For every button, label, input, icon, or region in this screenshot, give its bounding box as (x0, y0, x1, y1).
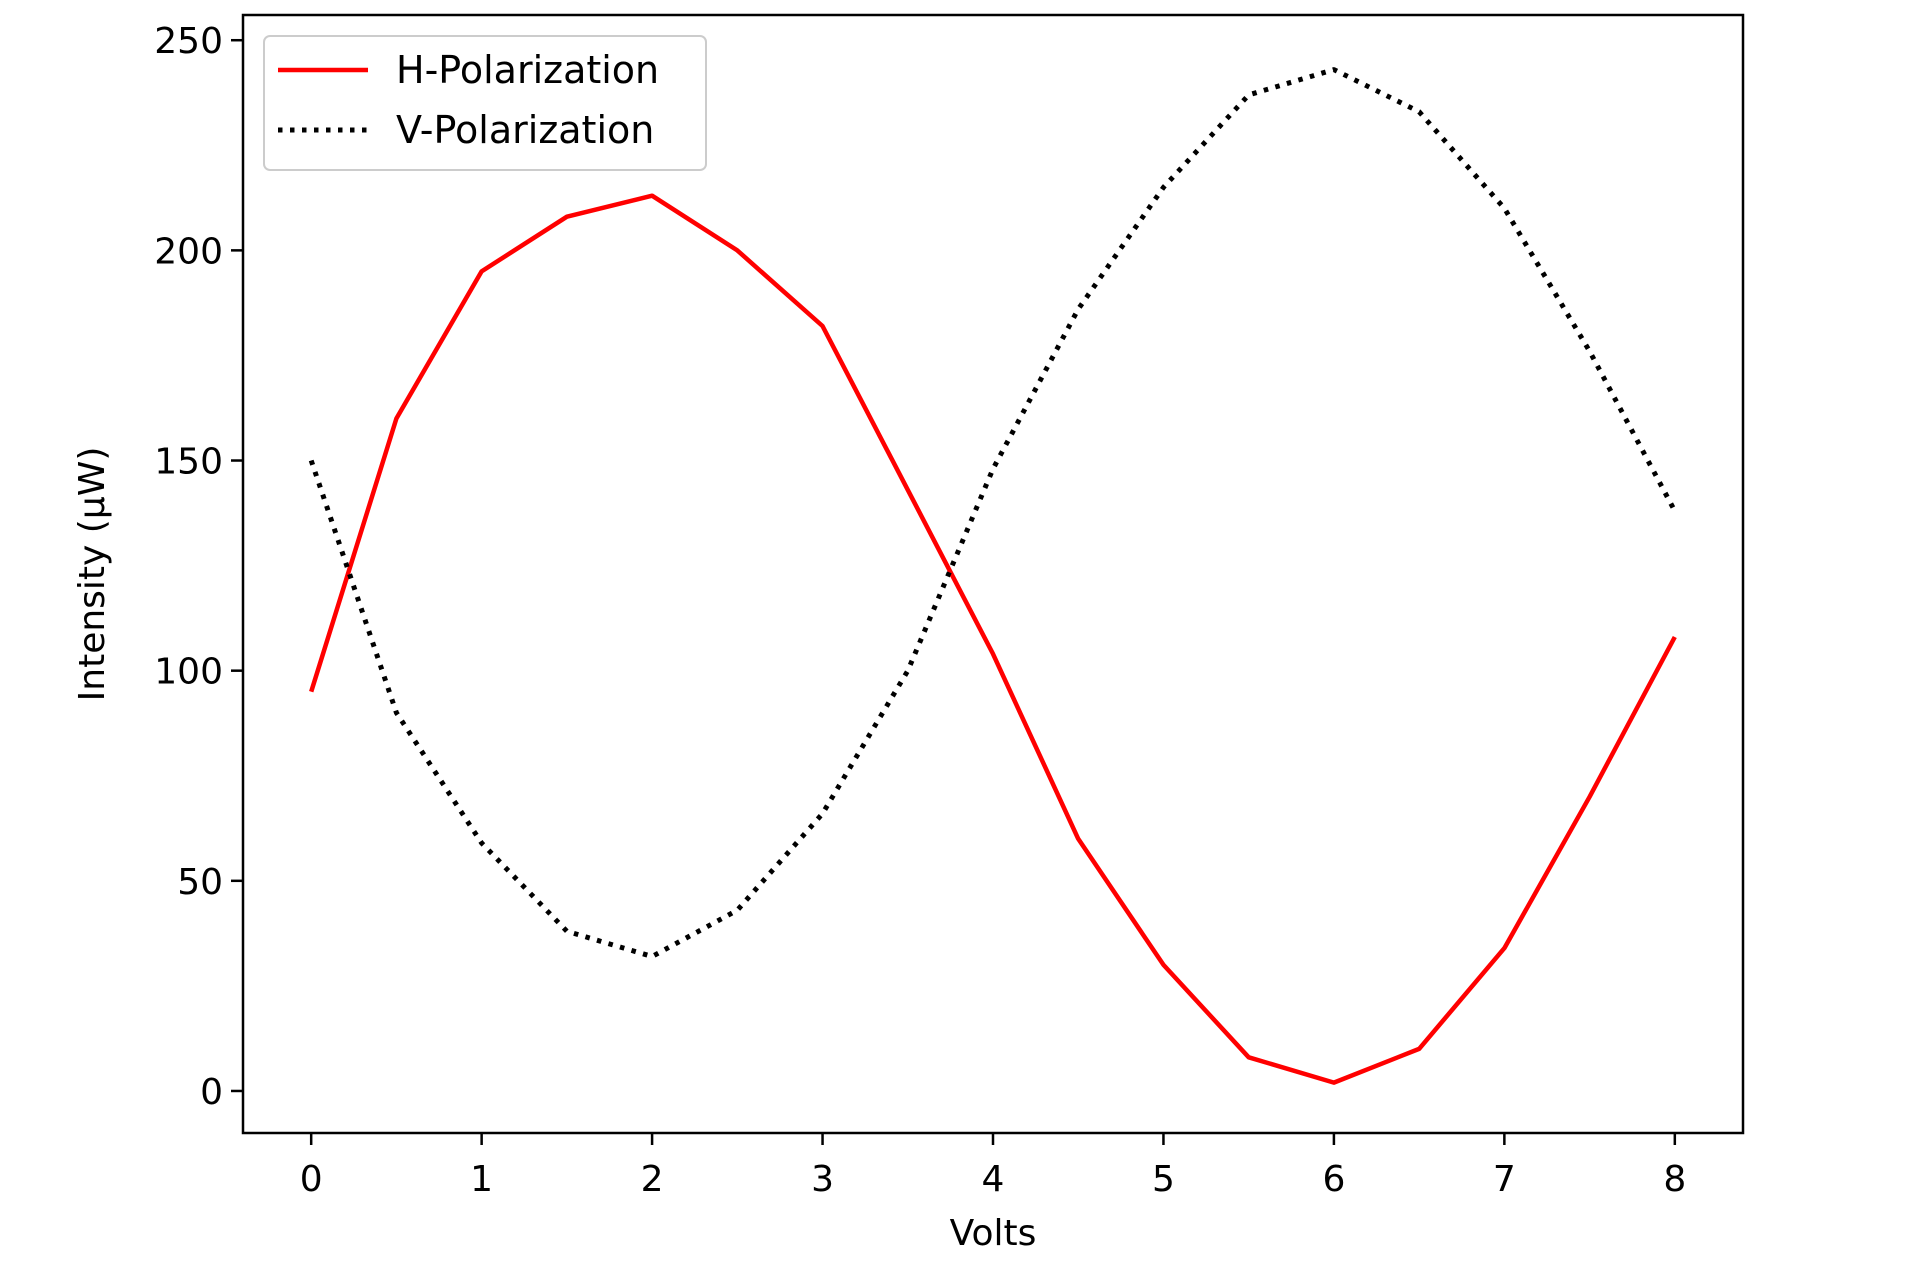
x-axis-label: Volts (950, 1213, 1037, 1254)
y-tick-label: 150 (154, 442, 223, 483)
x-tick-label: 5 (1152, 1159, 1175, 1200)
legend-entry-h-polarization: H-Polarization (396, 48, 659, 92)
x-tick-label: 1 (470, 1159, 493, 1200)
x-tick-label: 2 (641, 1159, 664, 1200)
legend: H-Polarization V-Polarization (263, 35, 707, 171)
x-tick-label: 0 (300, 1159, 323, 1200)
y-axis-ticks: 0 50 100 150 200 250 (154, 21, 243, 1113)
x-tick-label: 6 (1322, 1159, 1345, 1200)
x-tick-label: 4 (982, 1159, 1005, 1200)
y-axis-label: Intensity (μW) (72, 447, 113, 702)
series-line-h-polarization (309, 193, 1677, 1085)
y-tick-label: 250 (154, 21, 223, 62)
y-tick-label: 0 (200, 1072, 223, 1113)
x-tick-label: 8 (1663, 1159, 1686, 1200)
legend-box (263, 35, 707, 171)
y-tick-label: 200 (154, 231, 223, 272)
legend-entry-v-polarization: V-Polarization (396, 108, 654, 152)
series-layer (308, 67, 1678, 1085)
y-tick-label: 100 (154, 652, 223, 693)
x-tick-label: 7 (1493, 1159, 1516, 1200)
x-axis-ticks: 0 1 2 3 4 5 6 7 8 (300, 1133, 1686, 1200)
y-tick-label: 50 (177, 862, 223, 903)
x-tick-label: 3 (811, 1159, 834, 1200)
